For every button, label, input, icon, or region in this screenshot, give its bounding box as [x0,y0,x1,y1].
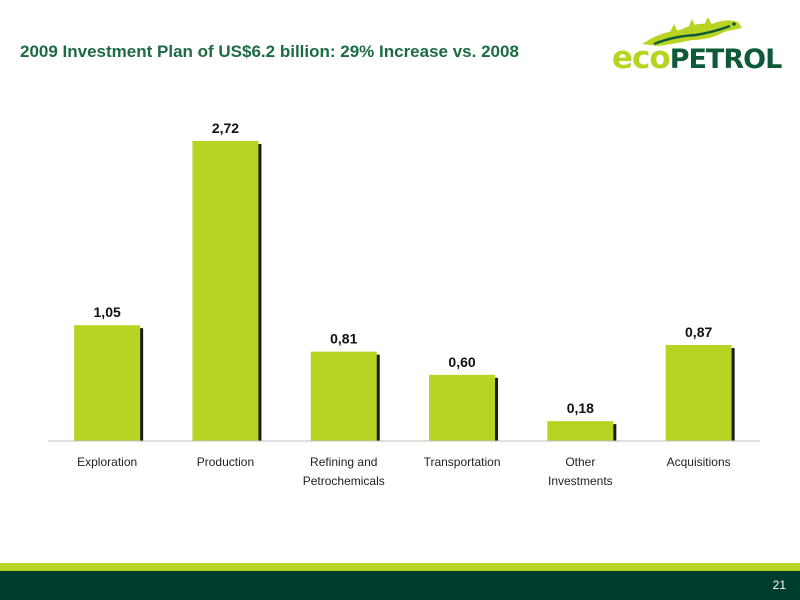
bar [192,141,259,441]
value-label: 2,72 [212,120,239,136]
value-label: 0,81 [330,331,357,347]
bar [665,345,732,441]
value-label: 0,18 [567,400,594,416]
value-label: 1,05 [94,304,121,320]
bar [429,374,496,441]
ecopetrol-logo: ecoPETROL [612,10,783,76]
category-label: Transportation [424,455,501,469]
page-number: 21 [772,578,786,592]
bar [547,421,614,441]
category-label: Exploration [77,455,137,469]
iguana-icon [642,17,742,46]
category-label: Production [197,455,254,469]
footer-bar: 21 [0,571,800,600]
category-label: Other [565,455,595,469]
footer-accent-line [0,563,800,571]
slide-title: 2009 Investment Plan of US$6.2 billion: … [20,42,519,61]
logo-eco-text: eco [612,40,671,76]
category-label: Petrochemicals [303,474,385,488]
bar [310,351,377,441]
category-label: Acquisitions [667,455,731,469]
bar [74,325,141,441]
labels-layer: 1,05 Exploration 2,72 Production 0,81 Refinin… [77,120,731,488]
category-label: Investments [548,474,613,488]
category-label: Refining and [310,455,377,469]
logo-petrol-text: PETROL [669,44,783,75]
value-label: 0,60 [448,354,475,370]
bars-layer [74,141,735,441]
value-label: 0,87 [685,324,712,340]
